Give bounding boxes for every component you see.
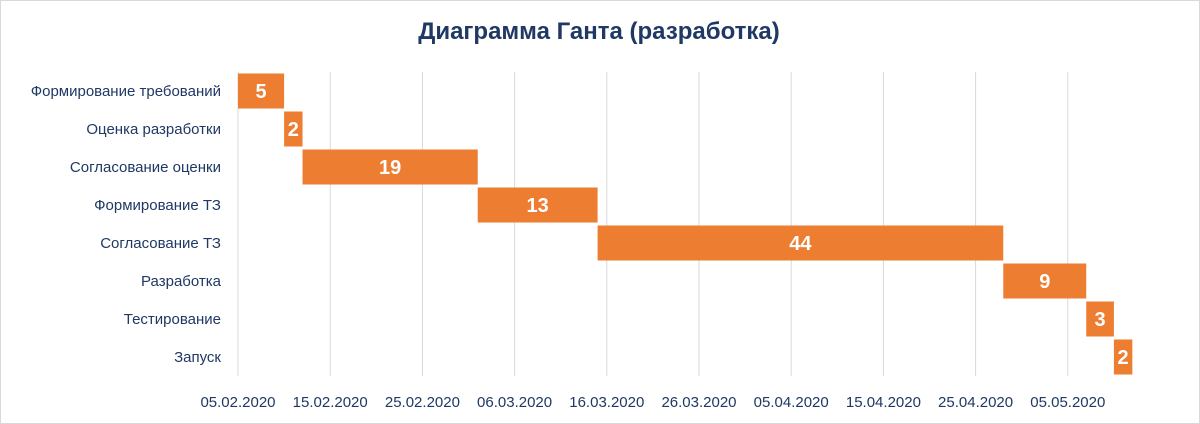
gantt-bar-5 <box>1003 263 1087 299</box>
bar-data-label-7: 2 <box>1118 347 1129 369</box>
gantt-bar-0 <box>238 73 285 109</box>
category-label-1: Оценка разработки <box>86 121 221 138</box>
bar-data-label-5: 9 <box>1039 271 1050 293</box>
x-tick-label-8: 25.04.2020 <box>938 394 1013 411</box>
bar-data-label-2: 19 <box>379 157 401 179</box>
x-tick-label-9: 05.05.2020 <box>1030 394 1105 411</box>
x-tick-label-2: 25.02.2020 <box>385 394 460 411</box>
category-label-5: Разработка <box>141 273 222 290</box>
gantt-bar-7 <box>1113 339 1133 375</box>
category-label-0: Формирование требований <box>31 83 221 100</box>
bar-data-label-6: 3 <box>1095 309 1106 331</box>
gantt-bar-4 <box>597 225 1004 261</box>
category-label-2: Согласование оценки <box>70 159 221 176</box>
bar-data-label-4: 44 <box>789 233 812 255</box>
x-tick-label-3: 06.03.2020 <box>477 394 552 411</box>
x-tick-label-6: 05.04.2020 <box>754 394 829 411</box>
gantt-bar-6 <box>1086 301 1114 337</box>
bar-data-label-0: 5 <box>255 81 266 103</box>
x-tick-label-7: 15.04.2020 <box>846 394 921 411</box>
chart-title: Диаграмма Ганта (разработка) <box>418 18 780 45</box>
x-tick-label-0: 05.02.2020 <box>200 394 275 411</box>
category-label-3: Формирование ТЗ <box>94 197 221 214</box>
gantt-bar-2 <box>302 149 478 185</box>
gantt-bar-1 <box>284 111 303 147</box>
bar-data-label-1: 2 <box>288 119 299 141</box>
x-tick-label-1: 15.02.2020 <box>293 394 368 411</box>
category-label-6: Тестирование <box>124 311 221 328</box>
x-tick-label-5: 26.03.2020 <box>661 394 736 411</box>
category-label-4: Согласование ТЗ <box>100 235 221 252</box>
x-tick-label-4: 16.03.2020 <box>569 394 644 411</box>
category-label-7: Запуск <box>174 349 221 366</box>
gantt-bar-3 <box>477 187 598 223</box>
bar-data-label-3: 13 <box>527 195 549 217</box>
